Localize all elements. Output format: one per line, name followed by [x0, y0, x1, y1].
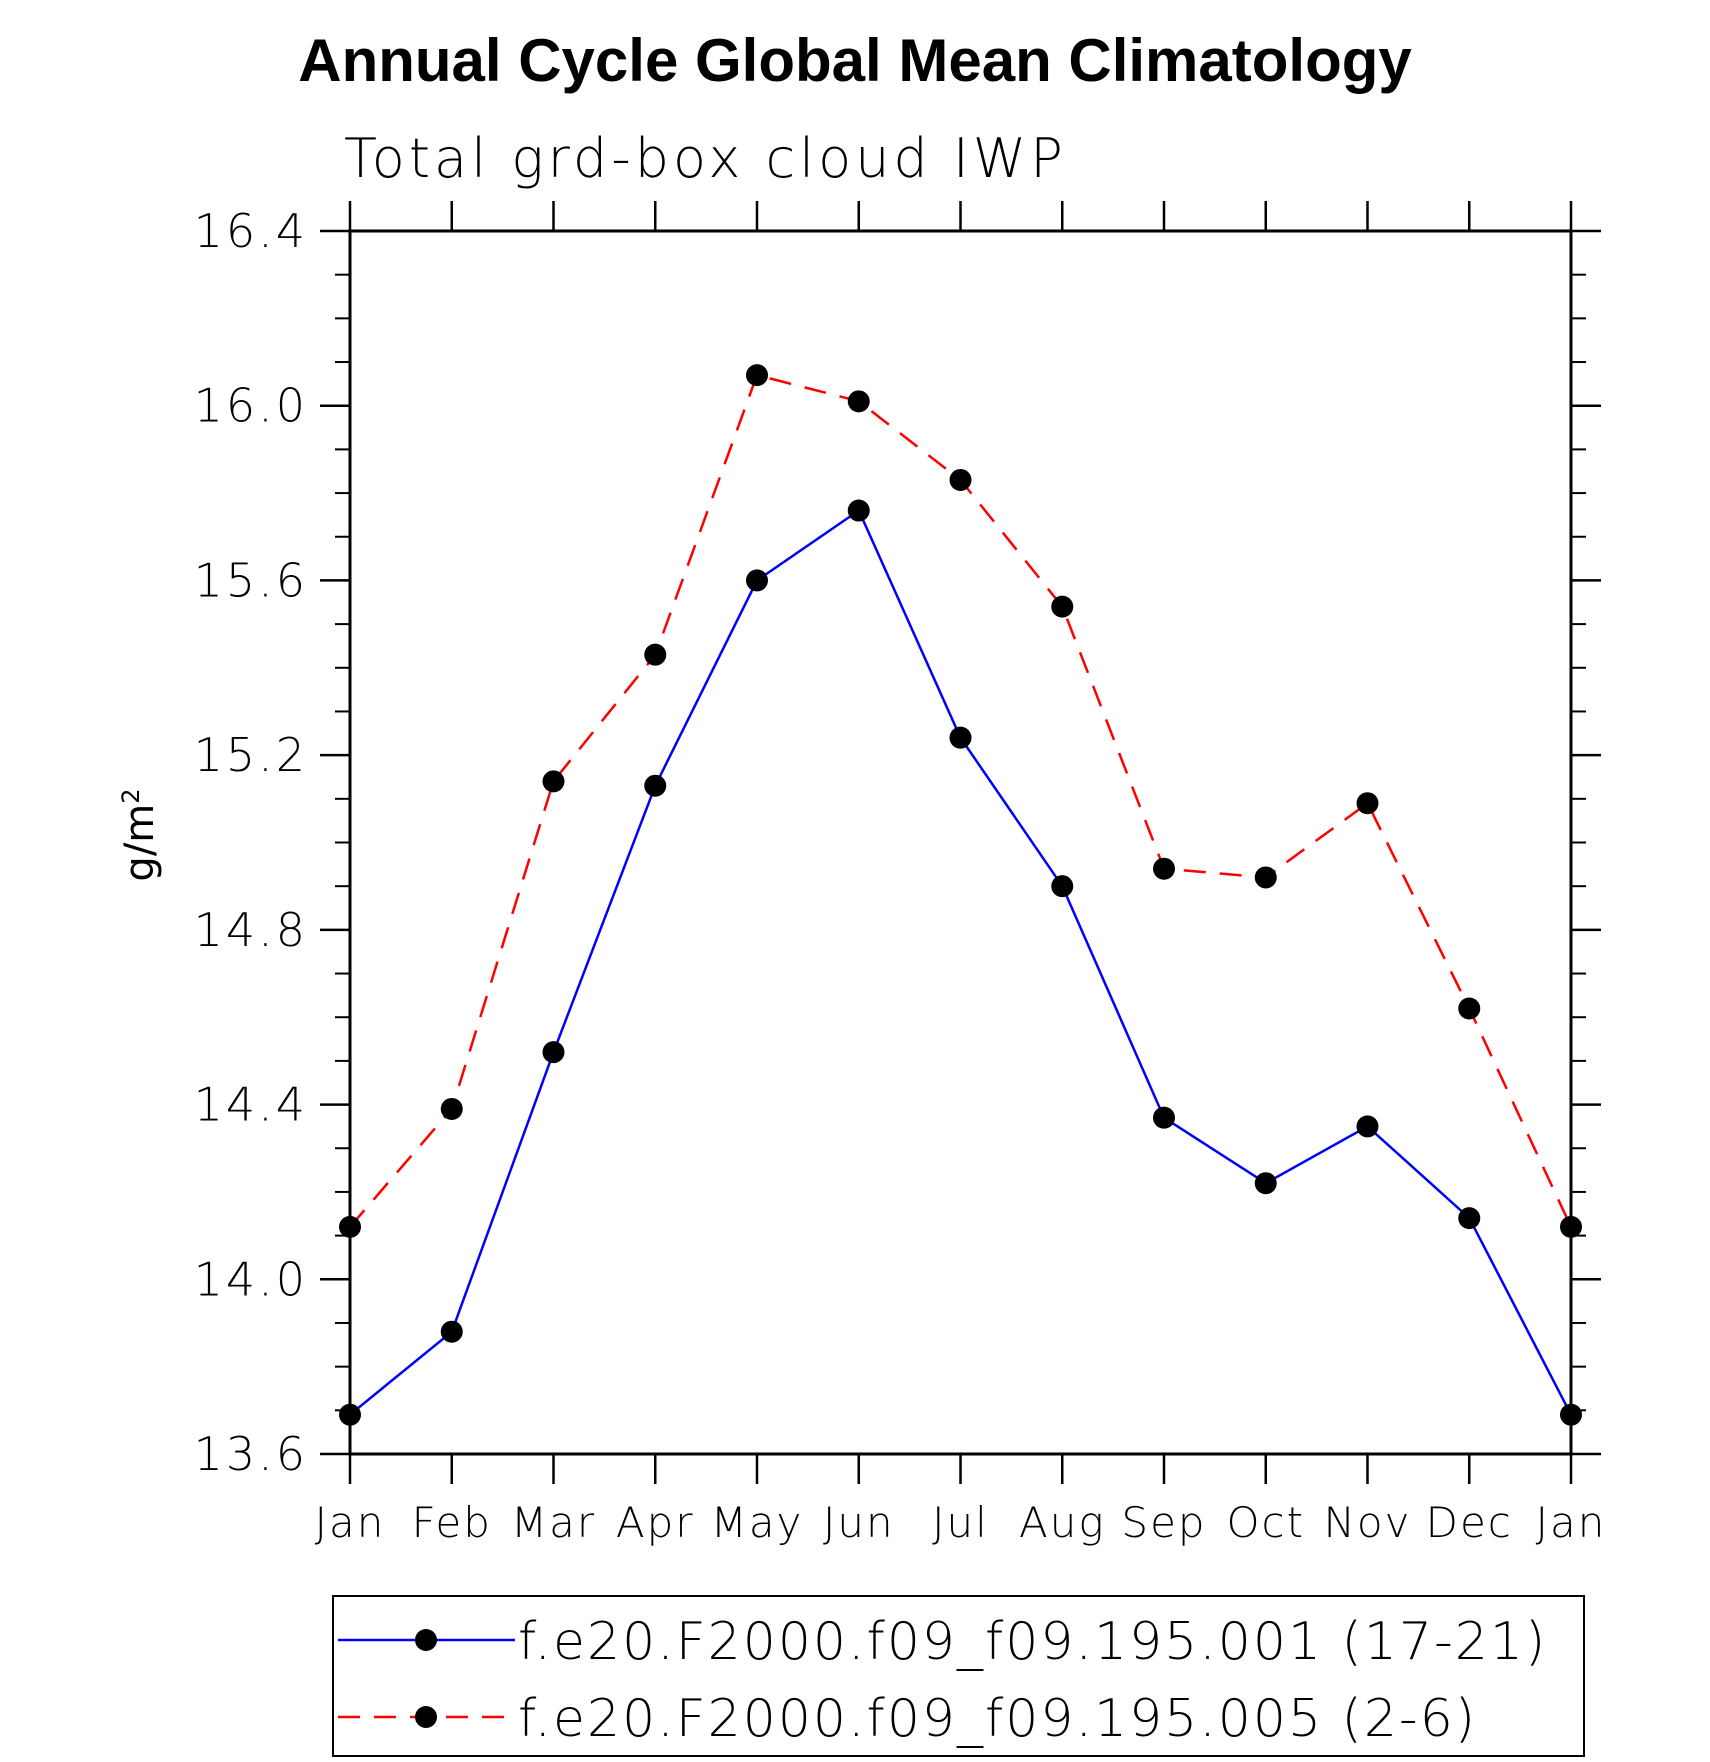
data-point-s1-0 [339, 1403, 361, 1426]
x-tick-label: Jan [315, 1498, 386, 1547]
data-point-s1-5 [847, 499, 870, 522]
x-tick-label: Jan [1536, 1498, 1607, 1547]
x-tick-label: Nov [1324, 1498, 1412, 1547]
legend-box [332, 1595, 1585, 1757]
legend-label-1: f.e20.F2000.f09_f09.195.001 (17-21) [518, 1612, 1547, 1672]
legend: f.e20.F2000.f09_f09.195.001 (17-21) f.e20… [332, 1595, 1585, 1757]
data-point-s2-2 [542, 770, 565, 793]
data-point-s1-1 [440, 1320, 463, 1343]
data-point-s1-7 [1051, 875, 1074, 898]
x-tick-label: Jun [823, 1498, 895, 1547]
data-point-s2-8 [1153, 857, 1175, 880]
series-line-1 [349, 508, 1573, 1416]
data-point-s1-2 [542, 1041, 565, 1064]
x-tick-label: Oct [1226, 1498, 1305, 1547]
data-point-s1-12 [1560, 1403, 1582, 1426]
y-tick-labels: 16.4 16.0 15.6 15.2 14.8 14.4 14.0 13.6 [194, 204, 308, 1481]
data-point-s2-12 [1560, 1215, 1582, 1238]
data-point-s1-11 [1458, 1207, 1481, 1230]
legend-marker-2 [415, 1706, 437, 1728]
y-tick-label: 14.4 [194, 1078, 308, 1132]
y-tick-label: 15.6 [194, 553, 308, 607]
y-tick-label: 14.8 [194, 903, 308, 957]
plot-frame [348, 229, 1573, 1456]
data-point-s1-3 [644, 774, 667, 797]
data-point-s1-4 [746, 569, 768, 592]
y-tick-label: 16.0 [194, 379, 308, 433]
legend-label-2: f.e20.F2000.f09_f09.195.005 (2-6) [518, 1689, 1477, 1749]
x-tick-label: Sep [1121, 1498, 1206, 1547]
data-point-s2-0 [339, 1215, 361, 1238]
data-point-s2-5 [847, 390, 870, 413]
data-point-s2-10 [1356, 792, 1379, 815]
legend-marker-1 [415, 1629, 437, 1651]
x-tick-label: Aug [1019, 1498, 1106, 1547]
x-tick-label: Mar [511, 1498, 596, 1547]
data-point-s2-3 [644, 643, 667, 666]
chart-title: Annual Cycle Global Mean Climatology [298, 27, 1412, 94]
x-tick-label: Dec [1426, 1498, 1513, 1547]
series-line-2 [349, 373, 1573, 1228]
series-points [339, 364, 1582, 1426]
axis-ticks [320, 201, 1601, 1484]
x-tick-label: Feb [412, 1498, 492, 1547]
x-tick-label: Apr [616, 1498, 695, 1547]
data-point-s1-10 [1356, 1115, 1379, 1138]
data-point-s2-11 [1458, 997, 1481, 1020]
y-tick-label: 14.0 [194, 1252, 308, 1306]
data-point-s2-7 [1051, 595, 1074, 618]
data-point-s2-4 [746, 364, 768, 387]
y-tick-label: 16.4 [194, 204, 308, 258]
x-tick-label: Jul [932, 1498, 989, 1547]
data-point-s1-9 [1254, 1172, 1277, 1195]
data-point-s2-1 [440, 1097, 463, 1120]
data-point-s2-6 [949, 468, 972, 491]
x-tick-label: May [711, 1498, 804, 1547]
y-tick-label: 15.2 [194, 728, 308, 782]
y-tick-label: 13.6 [194, 1427, 308, 1481]
series-lines [349, 373, 1573, 1416]
data-point-s2-9 [1254, 866, 1277, 889]
chart-subtitle: Total grd-box cloud IWP [344, 127, 1067, 190]
data-point-s1-6 [949, 726, 972, 749]
x-tick-labels: Jan Feb Mar Apr May Jun Jul Aug Sep Oct Nov Dec Jan [315, 1498, 1607, 1547]
data-point-s1-8 [1153, 1106, 1175, 1129]
